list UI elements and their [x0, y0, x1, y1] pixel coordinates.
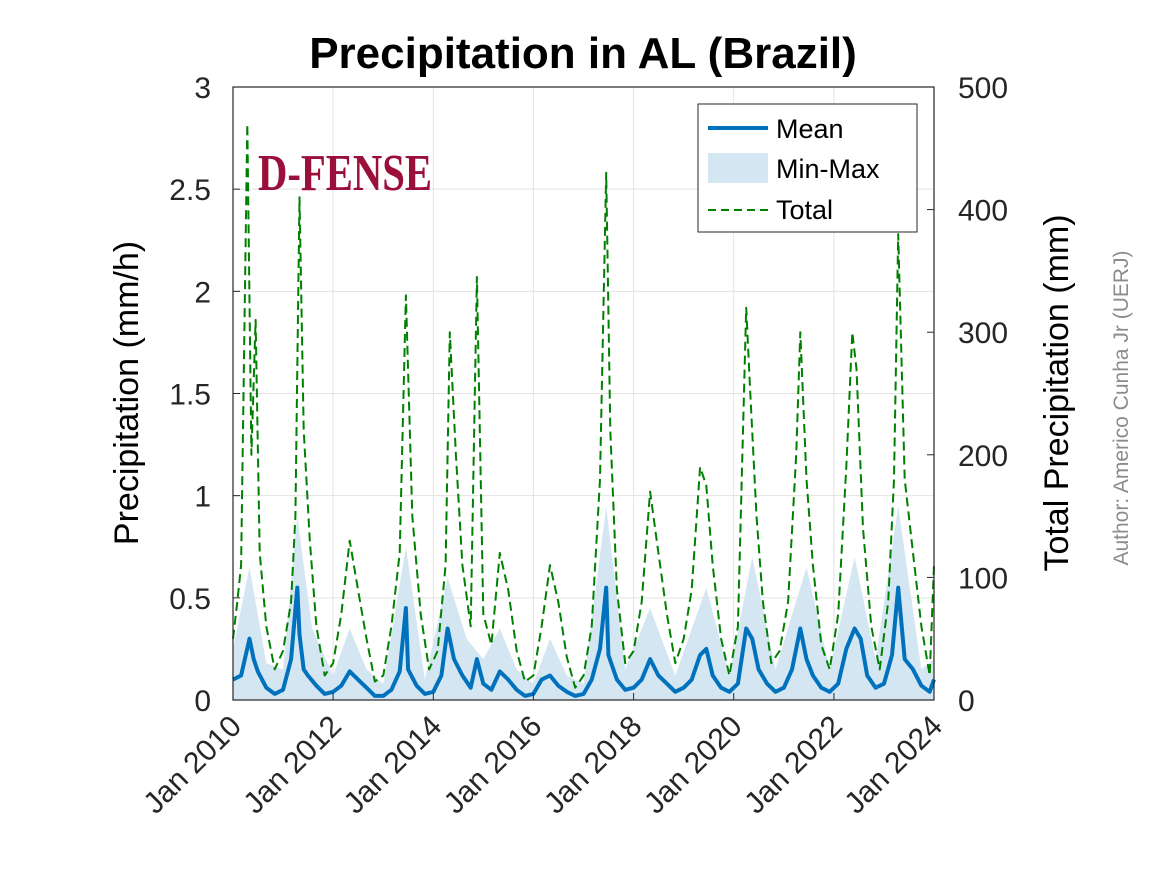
y-tick-label: 0.5	[169, 583, 211, 616]
legend-label-total: Total	[776, 195, 833, 225]
y-tick-label: 2.5	[169, 174, 211, 207]
y2-tick-label: 500	[958, 72, 1008, 105]
grid	[232, 86, 935, 701]
logo-text: D-FENSE	[258, 145, 432, 202]
y-tick-label: 3	[194, 72, 211, 105]
y2-tick-label: 300	[958, 317, 1008, 350]
legend-label-minmax: Min-Max	[776, 154, 880, 184]
y2-tick-label: 400	[958, 195, 1008, 228]
legend: Mean Min-Max Total	[697, 103, 918, 233]
y-tick-label: 1	[194, 481, 211, 514]
logo: D-FENSE	[258, 145, 432, 202]
total-series-layer	[232, 122, 935, 689]
y2-tick-label: 0	[958, 685, 975, 718]
left-axis-ticks: 0 0.5 1 1.5 2 2.5 3	[169, 72, 240, 718]
chart-title: Precipitation in AL (Brazil)	[309, 29, 857, 78]
mean-series-layer	[232, 585, 936, 698]
mean-line	[232, 585, 936, 698]
y-axis-label: Precipitation (mm/h)	[108, 241, 146, 545]
author-credit: Author: Americo Cunha Jr (UERJ)	[1110, 250, 1133, 565]
y-tick-label: 0	[194, 685, 211, 718]
y-tick-label: 2	[194, 276, 211, 309]
total-line	[232, 122, 935, 689]
y-tick-label: 1.5	[169, 379, 211, 412]
legend-label-mean: Mean	[776, 114, 844, 144]
y2-axis-label: Total Precipitation (mm)	[1038, 214, 1076, 571]
right-axis-ticks: 0 100 200 300 400 500	[927, 72, 1008, 718]
legend-swatch-minmax	[708, 153, 768, 183]
y2-tick-label: 200	[958, 440, 1008, 473]
y2-tick-label: 100	[958, 562, 1008, 595]
